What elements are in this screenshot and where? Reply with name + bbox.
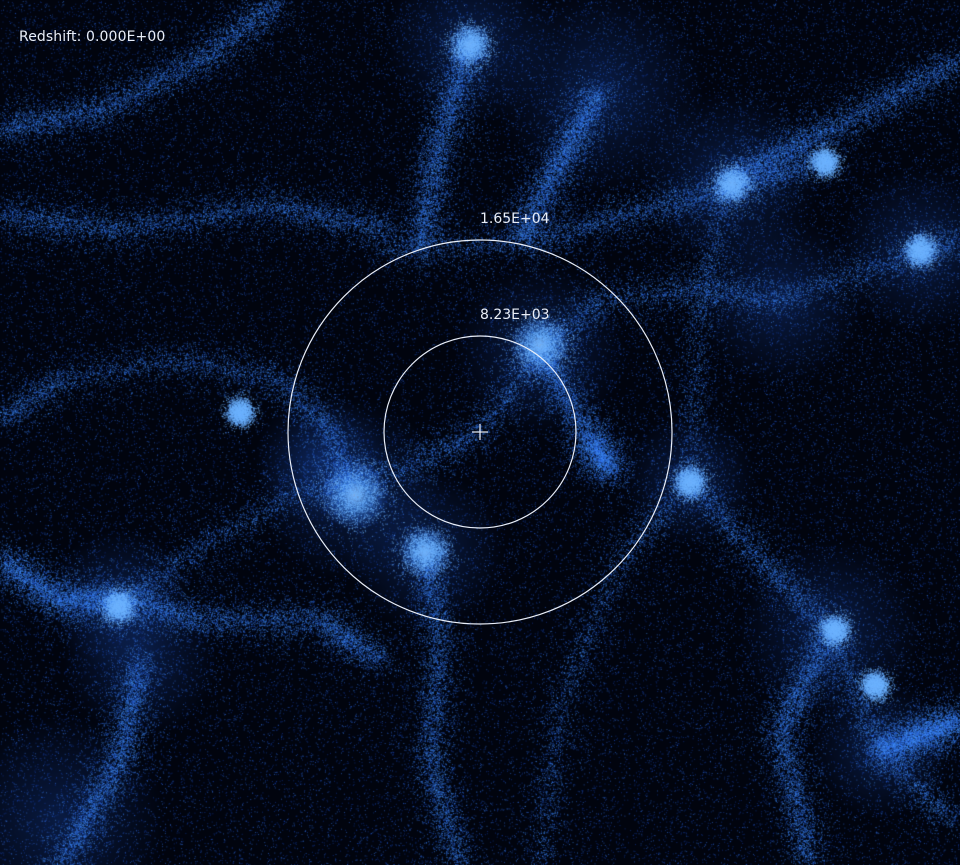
inner-ring-label: 8.23E+03: [480, 307, 550, 323]
center-crosshair-icon: [472, 424, 488, 440]
outer-scale-ring: [287, 239, 673, 625]
redshift-readout: Redshift: 0.000E+00: [19, 29, 166, 45]
outer-ring-label: 1.65E+04: [480, 211, 550, 227]
inner-scale-ring: [383, 335, 577, 529]
